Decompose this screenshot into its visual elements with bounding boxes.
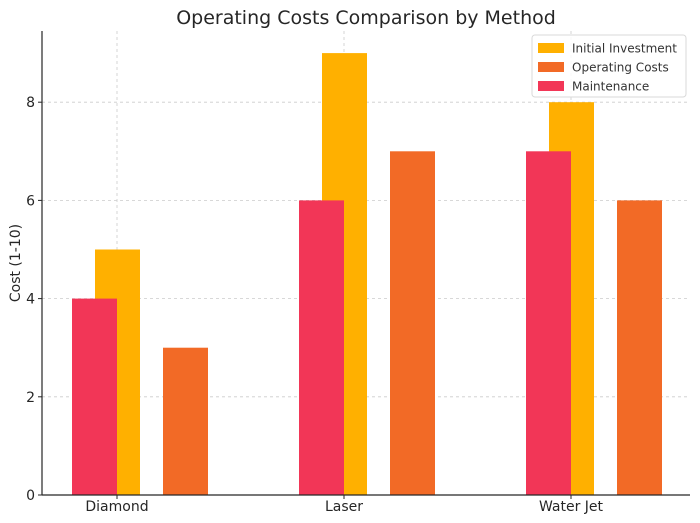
y-axis-label: Cost (1-10) (8, 224, 24, 302)
legend-swatch (538, 81, 564, 91)
bars (72, 53, 662, 495)
y-tick-label: 2 (26, 390, 35, 406)
bar-operating-costs-water-jet (617, 200, 662, 495)
legend-box (531, 34, 687, 98)
tick-labels: 0 2 4 6 8 Diamond Laser Water Jet (26, 95, 603, 515)
legend-label: Maintenance (572, 80, 649, 94)
x-tick-label: Laser (325, 499, 363, 515)
y-tick-label: 6 (26, 193, 35, 209)
legend: Initial Investment Operating Costs Mainten… (531, 34, 687, 98)
legend-swatch (538, 62, 564, 72)
legend-label: Operating Costs (572, 61, 669, 75)
bar-maintenance-laser (299, 200, 344, 495)
x-tick-label: Diamond (85, 499, 148, 515)
bar-operating-costs-diamond (163, 347, 208, 495)
legend-swatch (538, 43, 564, 53)
y-tick-label: 4 (26, 292, 35, 308)
legend-label: Initial Investment (572, 42, 677, 56)
axes (38, 31, 690, 499)
bar-maintenance-water-jet (526, 151, 571, 495)
chart-title: Operating Costs Comparison by Method (176, 7, 556, 29)
y-tick-label: 8 (26, 95, 35, 111)
bar-maintenance-diamond (72, 298, 117, 495)
bar-operating-costs-laser (390, 151, 435, 495)
x-tick-label: Water Jet (539, 499, 604, 515)
y-tick-label: 0 (26, 488, 35, 504)
